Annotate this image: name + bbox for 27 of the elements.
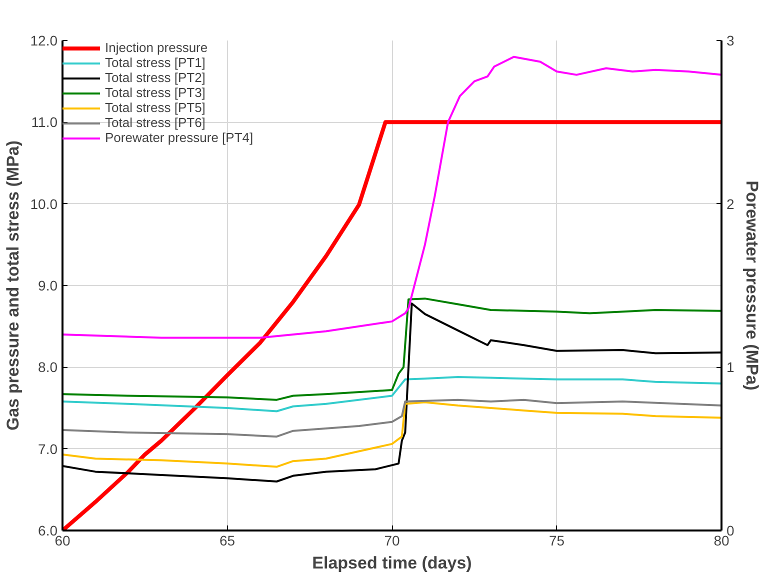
line-series [62, 56, 722, 339]
y2-tick-label: 3 [726, 32, 734, 48]
y2-tick-label: 1 [726, 359, 734, 376]
y-tick-label: 8.0 [38, 359, 58, 376]
legend-label: Total stress [PT5] [105, 100, 206, 115]
x-tick-label: 75 [548, 532, 565, 548]
line-series [62, 398, 722, 438]
y-tick-label: 11.0 [31, 114, 58, 130]
line-series [62, 298, 722, 401]
line-series [62, 376, 722, 412]
legend-label: Total stress [PT2] [105, 70, 206, 85]
legend-label: Total stress [PT3] [105, 85, 206, 100]
x-tick-label: 65 [219, 532, 236, 548]
y2-tick-label: 2 [726, 196, 734, 212]
x-tick-label: 70 [384, 532, 400, 548]
legend-label: Porewater pressure [PT4] [105, 130, 254, 145]
y2-axis-title: Porewater pressure (MPa) [742, 180, 762, 390]
y-tick-label: 7.0 [38, 440, 58, 457]
line-series [62, 401, 722, 468]
legend-label: Total stress [PT1] [105, 55, 206, 70]
y-tick-label: 12.0 [30, 32, 58, 48]
legend-label: Total stress [PT6] [105, 115, 206, 130]
legend-label: Injection pressure [105, 40, 208, 55]
x-axis-title: Elapsed time (days) [312, 554, 472, 572]
y-tick-label: 9.0 [38, 278, 58, 294]
y-tick-label: 10.0 [30, 196, 58, 212]
y-axis-title: Gas pressure and total stress (MPa) [3, 140, 22, 431]
